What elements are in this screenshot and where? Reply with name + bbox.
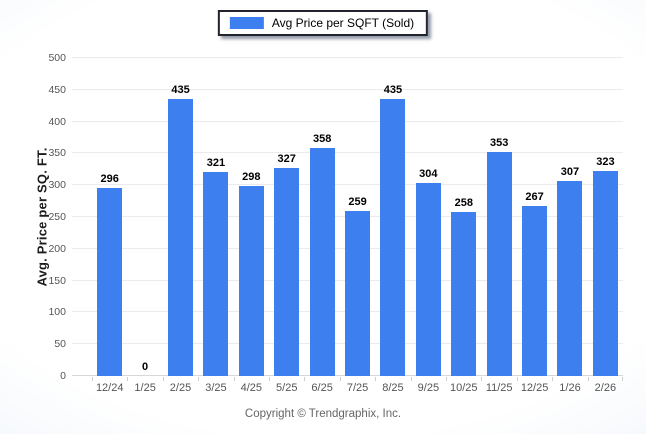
bar: 304 <box>415 168 441 376</box>
gridline <box>72 184 623 186</box>
legend-label: Avg Price per SQFT (Sold) <box>271 16 415 30</box>
bar-column: 358 6/25 <box>304 58 339 394</box>
x-tick-label: 2/26 <box>594 382 617 394</box>
x-tick-label: 1/26 <box>559 382 581 394</box>
bar-value-label: 304 <box>419 167 438 180</box>
bar: 435 <box>380 84 406 376</box>
bar-value-label: 323 <box>596 155 615 168</box>
bar: 298 <box>238 171 264 376</box>
bar-column: 296 12/24 <box>92 58 127 394</box>
x-tick-label: 12/25 <box>520 382 549 394</box>
x-tick-label: 6/25 <box>311 382 333 394</box>
y-tick-label: 100 <box>48 306 66 319</box>
bar: 258 <box>451 197 477 376</box>
bar: 327 <box>274 153 300 376</box>
y-tick-label: 300 <box>48 179 66 192</box>
bar-value-label: 435 <box>171 84 190 97</box>
bar: 321 <box>203 157 229 376</box>
bar-column: 258 10/25 <box>446 58 481 394</box>
gridline <box>72 88 623 90</box>
bar: 259 <box>345 196 371 376</box>
gridline <box>72 57 623 58</box>
y-tick-label: 400 <box>48 115 66 128</box>
x-tick-label: 5/25 <box>276 382 298 394</box>
bar-columns: 296 12/24 0 1/25 435 2/25 321 3/25 298 4/25 327 5/2… <box>92 58 623 394</box>
x-tick-label: 12/24 <box>95 382 124 394</box>
bar-value-label: 298 <box>242 171 261 184</box>
y-tick-label: 200 <box>48 242 66 255</box>
plot-area: 0 50 100 150 200 250 300 350 400 450 500 296 12/24 0… <box>48 52 623 394</box>
legend-swatch <box>229 17 264 29</box>
y-tick-label: 350 <box>48 147 66 160</box>
gridline <box>72 120 623 122</box>
bar-column: 307 1/26 <box>552 58 587 394</box>
y-tick-label: 50 <box>54 338 66 351</box>
bar-value-label: 259 <box>348 196 367 209</box>
bar-value-label: 321 <box>206 156 226 169</box>
x-tick-label: 3/25 <box>205 382 227 394</box>
bar-value-label: 307 <box>560 165 580 178</box>
bar-column: 0 1/25 <box>127 58 162 394</box>
bar-column: 267 12/25 <box>516 58 552 394</box>
bar-column: 435 2/25 <box>162 58 198 394</box>
bar-column: 435 8/25 <box>375 58 410 394</box>
bar-column: 321 3/25 <box>198 58 233 394</box>
bar-value-label: 435 <box>383 84 403 97</box>
x-tick-label: 1/25 <box>134 382 156 394</box>
bar-column: 327 5/25 <box>269 58 304 394</box>
bar-value-label: 353 <box>489 136 509 149</box>
bar-column: 353 11/25 <box>481 58 516 394</box>
x-tick-label: 9/25 <box>417 382 440 394</box>
legend: Avg Price per SQFT (Sold) <box>217 10 429 36</box>
bar-value-label: 358 <box>312 133 332 146</box>
bar: 296 <box>97 173 123 376</box>
bar-value-label: 0 <box>142 361 149 373</box>
bar-value-label: 327 <box>277 153 296 166</box>
x-tick-label: 10/25 <box>450 382 478 394</box>
y-tick-label: 450 <box>48 83 66 96</box>
bar-column: 259 7/25 <box>339 58 375 394</box>
y-tick-label: 250 <box>48 211 66 223</box>
gridline <box>72 152 623 154</box>
footer-copyright: Copyright © Trendgraphix, Inc. <box>244 408 402 420</box>
bar: 358 <box>309 133 335 376</box>
bar-column: 298 4/25 <box>233 58 269 394</box>
bar-column: 323 2/26 <box>587 58 623 394</box>
x-tick-label: 4/25 <box>240 382 263 394</box>
x-tick-label: 8/25 <box>382 382 404 394</box>
bar: 435 <box>168 84 194 376</box>
bar: 323 <box>592 156 618 376</box>
x-tick-label: 2/25 <box>169 382 192 394</box>
y-tick-label: 150 <box>48 274 66 287</box>
y-axis-title: Avg. Price per SQ. FT. <box>34 147 50 287</box>
bar-value-label: 258 <box>454 196 473 209</box>
x-tick-label: 7/25 <box>346 382 369 394</box>
bar-value-label: 267 <box>525 191 544 204</box>
bar-column: 304 9/25 <box>410 58 446 394</box>
bar-value-label: 296 <box>100 172 119 185</box>
y-tick-label: 0 <box>60 370 66 382</box>
x-tick-label: 11/25 <box>485 382 513 394</box>
bar: 307 <box>557 166 583 376</box>
y-tick-label: 500 <box>48 52 66 64</box>
bar: 267 <box>522 191 548 376</box>
bar: 353 <box>486 137 512 376</box>
